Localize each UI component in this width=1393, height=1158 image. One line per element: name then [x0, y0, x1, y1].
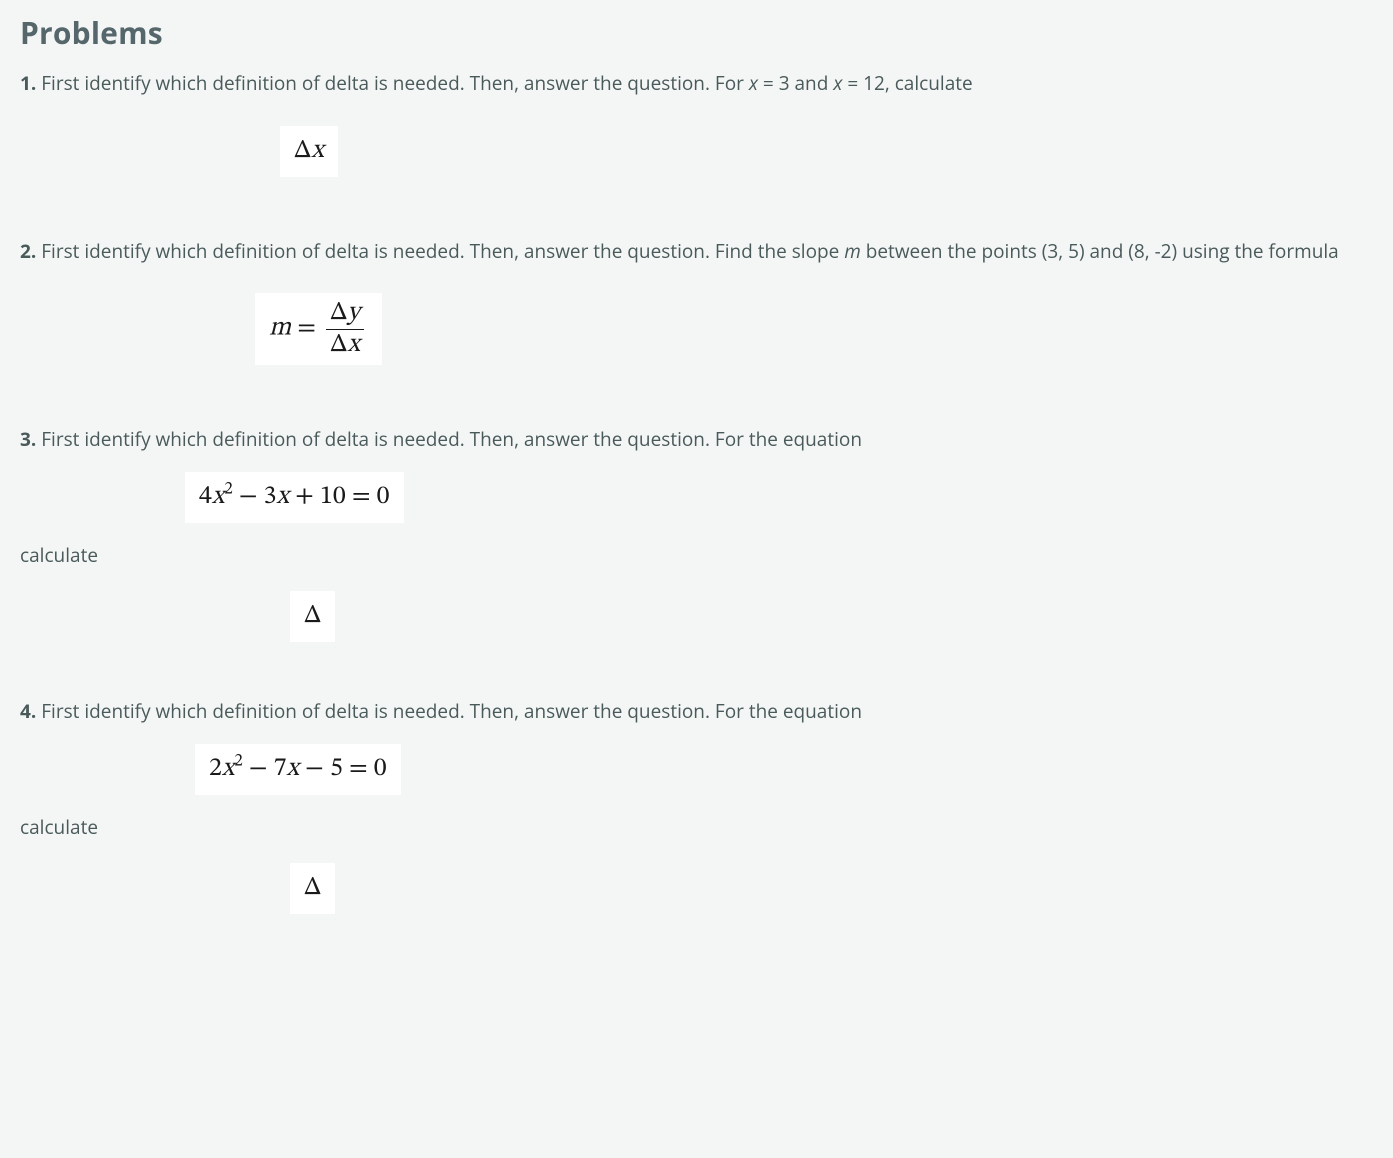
- problem-2-var-m: m: [844, 238, 861, 264]
- q4-sign1: −: [243, 756, 274, 782]
- q3-coef-b: 3: [264, 484, 277, 510]
- problem-4: 4. First identify which definition of de…: [20, 697, 1373, 914]
- problem-4-text: First identify which definition of delta…: [41, 698, 862, 724]
- problem-2: 2. First identify which definition of de…: [20, 237, 1373, 366]
- problem-2-text-b: between the points (3, 5) and (8, -2) us…: [861, 238, 1339, 264]
- problem-3-text: First identify which definition of delta…: [41, 426, 862, 452]
- problem-1-text-b: = 3 and: [758, 70, 833, 96]
- problem-4-delta: Δ: [290, 863, 335, 914]
- problem-3-delta-block: Δ: [20, 591, 1373, 642]
- problem-3-delta: Δ: [290, 591, 335, 642]
- problem-1-formula-block: Δx: [20, 126, 1373, 177]
- problem-1-text-c: = 12, calculate: [842, 70, 972, 96]
- problem-3-number: 3.: [20, 426, 36, 452]
- q4-x2: x: [222, 756, 234, 782]
- slope-numerator: Δy: [326, 299, 364, 330]
- page-title: Problems: [20, 10, 1373, 55]
- problem-4-equation-block: 2x2 − 7x − 5 = 0: [20, 744, 1373, 795]
- delta-x-symbol: Δx: [294, 138, 324, 164]
- problem-2-formula: m = Δy Δx: [255, 293, 382, 365]
- q3-exp2: 2: [224, 481, 232, 498]
- problem-1-var-x1: x: [749, 70, 758, 96]
- q3-x: x: [277, 484, 289, 510]
- slope-eq: =: [291, 316, 322, 342]
- problem-1: 1. First identify which definition of de…: [20, 69, 1373, 177]
- q3-sign2: +: [289, 484, 320, 510]
- q3-rhs: = 0: [346, 484, 390, 510]
- problem-3-equation-block: 4x2 − 3x + 10 = 0: [20, 472, 1373, 523]
- problem-3: 3. First identify which definition of de…: [20, 425, 1373, 642]
- problem-3-equation: 4x2 − 3x + 10 = 0: [185, 472, 404, 523]
- q4-x: x: [287, 756, 299, 782]
- q3-sign1: −: [233, 484, 264, 510]
- slope-denominator: Δx: [326, 330, 364, 360]
- problem-3-calculate-label: calculate: [20, 541, 1373, 570]
- problem-2-prompt: 2. First identify which definition of de…: [20, 237, 1373, 266]
- q3-coef-a: 4: [199, 484, 212, 510]
- problem-1-text-a: First identify which definition of delta…: [41, 70, 749, 96]
- problem-1-prompt: 1. First identify which definition of de…: [20, 69, 1373, 98]
- problem-4-delta-block: Δ: [20, 863, 1373, 914]
- q4-rhs: = 0: [343, 756, 387, 782]
- q4-coef-c: 5: [330, 756, 343, 782]
- problem-3-prompt: 3. First identify which definition of de…: [20, 425, 1373, 454]
- problem-4-equation: 2x2 − 7x − 5 = 0: [195, 744, 401, 795]
- problem-1-formula: Δx: [280, 126, 338, 177]
- problem-4-prompt: 4. First identify which definition of de…: [20, 697, 1373, 726]
- problem-1-number: 1.: [20, 70, 36, 96]
- q4-coef-a: 2: [209, 756, 222, 782]
- slope-fraction: Δy Δx: [326, 299, 364, 359]
- slope-lhs: m: [269, 316, 291, 342]
- q3-x2: x: [212, 484, 224, 510]
- problem-2-formula-block: m = Δy Δx: [20, 293, 1373, 365]
- q4-sign2: −: [299, 756, 330, 782]
- problem-4-number: 4.: [20, 698, 36, 724]
- problem-2-number: 2.: [20, 238, 36, 264]
- problem-4-calculate-label: calculate: [20, 813, 1373, 842]
- q4-exp2: 2: [234, 753, 242, 770]
- q4-coef-b: 7: [274, 756, 287, 782]
- q3-coef-c: 10: [320, 484, 346, 510]
- problem-2-text-a: First identify which definition of delta…: [41, 238, 844, 264]
